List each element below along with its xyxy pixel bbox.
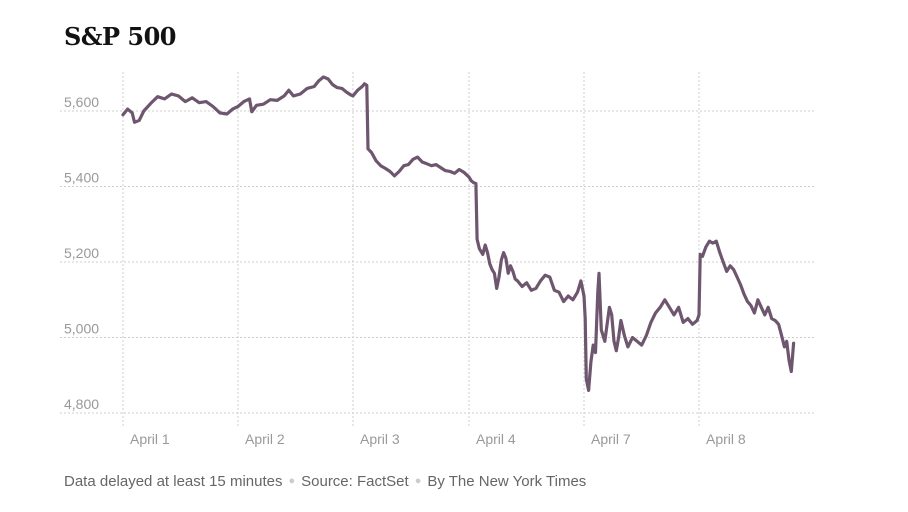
y-tick-label: 5,200 (64, 245, 99, 261)
credit-note: By The New York Times (427, 473, 587, 490)
x-tick-label: April 7 (591, 431, 631, 447)
x-tick-label: April 3 (360, 431, 400, 447)
sp500-line (121, 75, 796, 392)
chart-title: S&P 500 (64, 22, 177, 51)
chart-svg: 4,800 5,000 5,200 5,400 5,600 April 1 April 2… (60, 72, 815, 447)
y-tick-label: 5,600 (64, 94, 99, 110)
chart-footer: Data delayed at least 15 minutes ● Source:… (64, 473, 586, 490)
y-tick-label: 4,800 (64, 396, 99, 412)
separator-dot: ● (414, 475, 422, 487)
source-note: Source: FactSet (301, 473, 409, 490)
x-tick-label: April 2 (245, 431, 285, 447)
y-tick-label: 5,000 (64, 321, 99, 337)
delay-note: Data delayed at least 15 minutes (64, 473, 283, 490)
y-axis: 4,800 5,000 5,200 5,400 5,600 (64, 94, 99, 412)
separator-dot: ● (288, 475, 296, 487)
x-tick-label: April 1 (130, 431, 170, 447)
y-tick-label: 5,400 (64, 170, 99, 186)
chart-grid (60, 72, 815, 428)
x-tick-label: April 8 (706, 431, 746, 447)
x-tick-label: April 4 (476, 431, 516, 447)
x-axis: April 1 April 2 April 3 April 4 April 7 April… (130, 431, 746, 447)
